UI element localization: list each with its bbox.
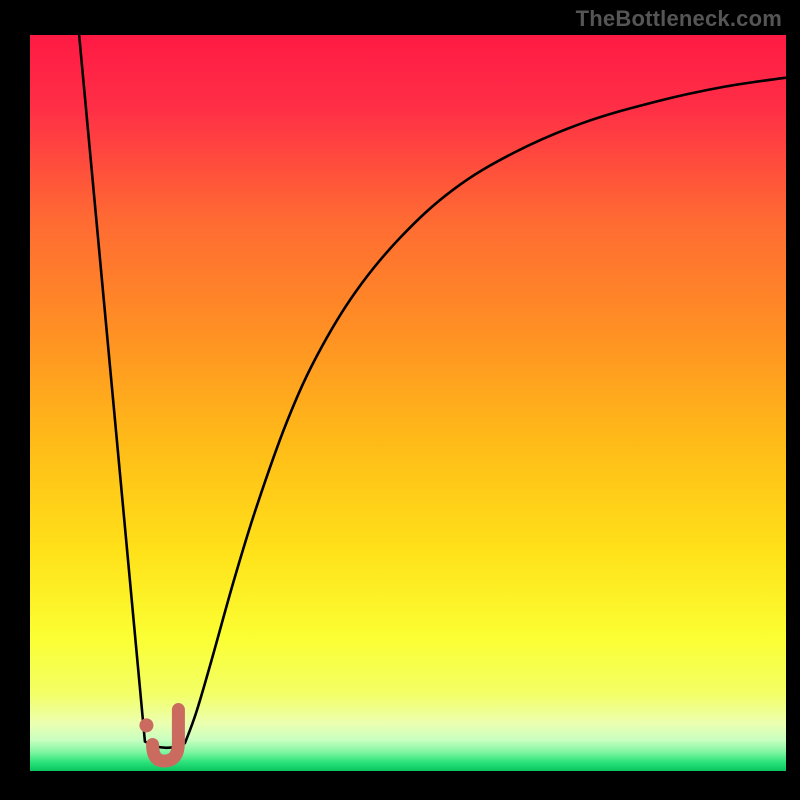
watermark-text: TheBottleneck.com — [576, 6, 782, 32]
valley-dot-marker — [139, 718, 153, 732]
chart-frame: TheBottleneck.com — [0, 0, 800, 800]
gradient-background — [30, 35, 786, 771]
plot-area — [30, 35, 786, 771]
chart-svg — [30, 35, 786, 771]
